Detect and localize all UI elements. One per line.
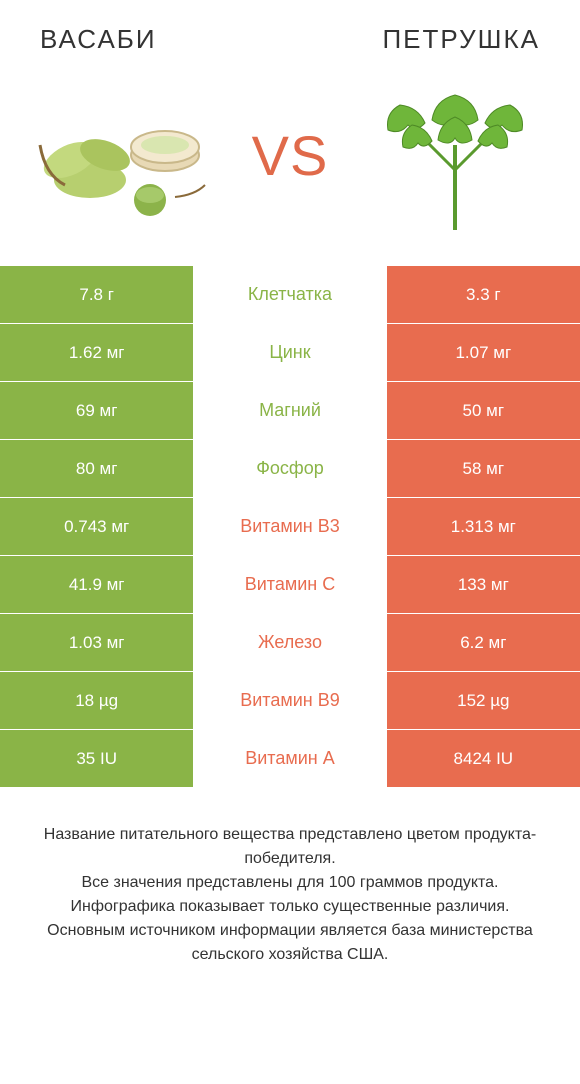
image-row: VS: [0, 65, 580, 265]
nutrient-label-cell: Клетчатка: [193, 266, 386, 323]
right-product-title: ПЕТРУШКА: [382, 24, 540, 55]
footer-line: Инфографика показывает только существенн…: [24, 895, 556, 919]
vs-label: VS: [252, 123, 329, 188]
footer-line: Все значения представлены для 100 граммо…: [24, 871, 556, 895]
left-value-cell: 35 IU: [0, 730, 193, 787]
footer-line: Название питательного вещества представл…: [24, 823, 556, 871]
nutrient-label-cell: Витамин A: [193, 730, 386, 787]
left-value-cell: 18 µg: [0, 672, 193, 729]
nutrient-label-cell: Витамин C: [193, 556, 386, 613]
right-value-cell: 58 мг: [387, 440, 580, 497]
right-value-cell: 1.07 мг: [387, 324, 580, 381]
comparison-table: 7.8 гКлетчатка3.3 г1.62 мгЦинк1.07 мг69 …: [0, 265, 580, 797]
table-row: 1.62 мгЦинк1.07 мг: [0, 323, 580, 381]
table-row: 0.743 мгВитамин B31.313 мг: [0, 497, 580, 555]
table-row: 7.8 гКлетчатка3.3 г: [0, 265, 580, 323]
right-value-cell: 1.313 мг: [387, 498, 580, 555]
left-value-cell: 41.9 мг: [0, 556, 193, 613]
parsley-image: [360, 75, 550, 235]
left-value-cell: 0.743 мг: [0, 498, 193, 555]
table-row: 41.9 мгВитамин C133 мг: [0, 555, 580, 613]
left-value-cell: 1.62 мг: [0, 324, 193, 381]
header: ВАСАБИ ПЕТРУШКА: [0, 0, 580, 65]
nutrient-label-cell: Железо: [193, 614, 386, 671]
nutrient-label-cell: Цинк: [193, 324, 386, 381]
right-value-cell: 6.2 мг: [387, 614, 580, 671]
table-row: 35 IUВитамин A8424 IU: [0, 729, 580, 787]
right-value-cell: 3.3 г: [387, 266, 580, 323]
nutrient-label-cell: Витамин B9: [193, 672, 386, 729]
left-product-title: ВАСАБИ: [40, 24, 157, 55]
right-value-cell: 152 µg: [387, 672, 580, 729]
nutrient-label-cell: Магний: [193, 382, 386, 439]
table-row: 69 мгМагний50 мг: [0, 381, 580, 439]
table-row: 80 мгФосфор58 мг: [0, 439, 580, 497]
nutrient-label-cell: Витамин B3: [193, 498, 386, 555]
right-value-cell: 133 мг: [387, 556, 580, 613]
left-value-cell: 1.03 мг: [0, 614, 193, 671]
right-value-cell: 8424 IU: [387, 730, 580, 787]
table-row: 18 µgВитамин B9152 µg: [0, 671, 580, 729]
right-value-cell: 50 мг: [387, 382, 580, 439]
left-value-cell: 7.8 г: [0, 266, 193, 323]
footer-line: Основным источником информации является …: [24, 919, 556, 967]
nutrient-label-cell: Фосфор: [193, 440, 386, 497]
table-row: 1.03 мгЖелезо6.2 мг: [0, 613, 580, 671]
left-value-cell: 69 мг: [0, 382, 193, 439]
footer-note: Название питательного вещества представл…: [0, 797, 580, 967]
left-value-cell: 80 мг: [0, 440, 193, 497]
wasabi-image: [30, 75, 220, 235]
